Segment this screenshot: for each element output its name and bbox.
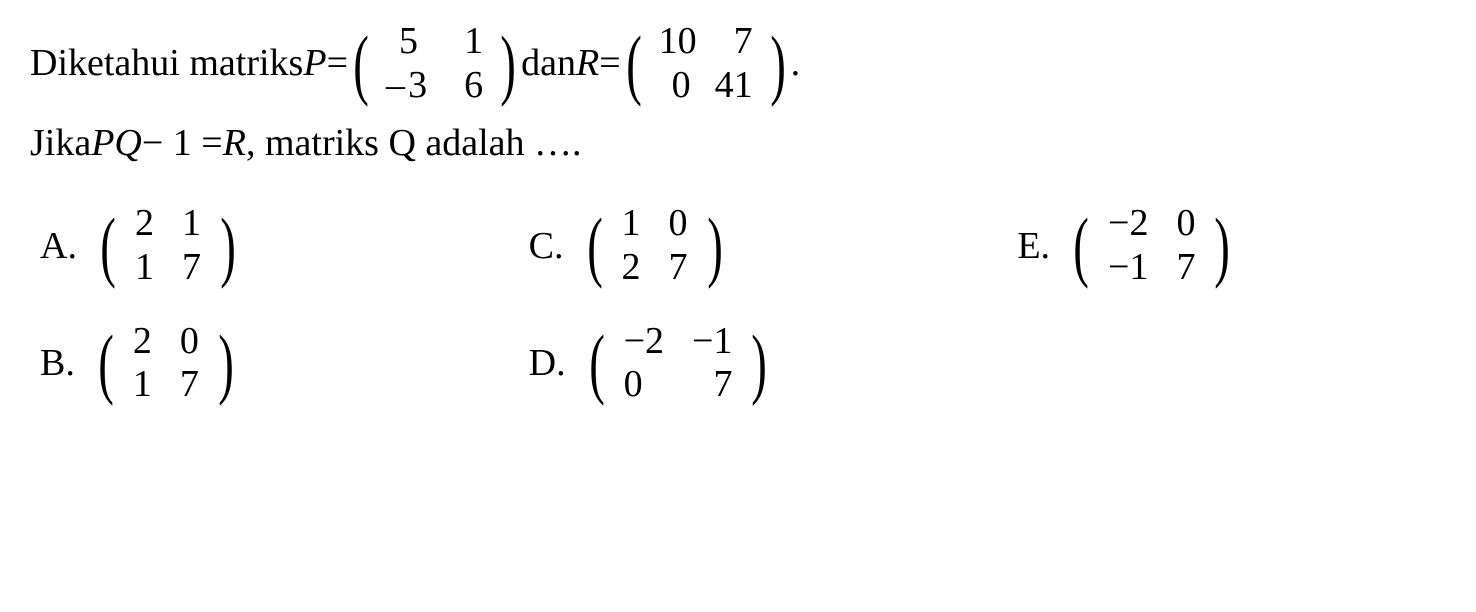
P-r2c2: 6 (439, 64, 495, 108)
P-r1c2: 1 (439, 20, 495, 64)
var-R: R (576, 35, 599, 92)
A-r2c2: 7 (168, 246, 215, 290)
B-r2c2: 7 (166, 363, 213, 407)
R-r1c2: 7 (709, 20, 765, 64)
D-r1c2: −1 (678, 320, 746, 364)
E-r2c2: 7 (1162, 246, 1209, 290)
B-r2c1: 1 (119, 363, 166, 407)
A-r1c1: 2 (121, 202, 168, 246)
option-A-label: A. (40, 218, 77, 275)
matrix-E: ( −2 0 −1 7 ) (1068, 202, 1235, 289)
option-A: A. ( 2 1 1 7 ) (40, 202, 469, 289)
matrix-P: ( 5 1 – 3 6 ) (348, 20, 521, 107)
paren-left-icon: ( (589, 330, 605, 396)
option-B-label: B. (40, 335, 75, 392)
options-grid: A. ( 2 1 1 7 ) C. ( 1 0 (30, 202, 1446, 407)
B-r1c2: 0 (166, 320, 213, 364)
matrix-C: ( 1 0 2 7 ) (582, 202, 728, 289)
paren-left-icon: ( (587, 213, 603, 279)
var-P: P (303, 35, 326, 92)
paren-right-icon: ) (770, 31, 786, 97)
conjunction: dan (521, 35, 576, 92)
paren-right-icon: ) (752, 330, 768, 396)
paren-right-icon: ) (218, 330, 234, 396)
D-r2c2: 7 (699, 363, 746, 407)
paren-left-icon: ( (626, 31, 642, 97)
option-D-label: D. (529, 335, 566, 392)
matrix-B: ( 2 0 1 7 ) (93, 320, 239, 407)
paren-left-icon: ( (98, 330, 114, 396)
paren-left-icon: ( (353, 31, 369, 97)
matrix-A: ( 2 1 1 7 ) (95, 202, 241, 289)
R-r2c2: 41 (703, 64, 765, 108)
option-empty (1017, 320, 1446, 407)
question-line-2: Jika PQ − 1 = R , matriks Q adalah …. (30, 115, 1446, 172)
D-r1c1: −2 (610, 320, 678, 364)
line2-suffix: , matriks Q adalah …. (246, 115, 582, 172)
question-line-1: Diketahui matriks P = ( 5 1 – 3 6 ) dan … (30, 20, 1446, 107)
R-r2c1: 0 (647, 64, 703, 108)
B-r1c1: 2 (119, 320, 166, 364)
E-r1c1: −2 (1094, 202, 1162, 246)
option-C-label: C. (529, 218, 564, 275)
A-r2c1: 1 (121, 246, 168, 290)
expr-R: R (223, 115, 246, 172)
option-B: B. ( 2 0 1 7 ) (40, 320, 469, 407)
equals-2: = (599, 35, 620, 92)
C-r2c2: 7 (655, 246, 702, 290)
C-r1c1: 1 (608, 202, 655, 246)
matrix-R: ( 10 7 0 41 ) (621, 20, 791, 107)
line2-prefix: Jika (30, 115, 91, 172)
P-r2c1: – 3 (374, 64, 439, 108)
matrix-P-body: 5 1 – 3 6 (374, 20, 495, 107)
paren-right-icon: ) (707, 213, 723, 279)
paren-right-icon: ) (500, 31, 516, 97)
paren-left-icon: ( (100, 213, 116, 279)
option-E-label: E. (1017, 218, 1050, 275)
paren-right-icon: ) (220, 213, 236, 279)
A-r1c2: 1 (168, 202, 215, 246)
expr-minus: − 1 = (142, 115, 223, 172)
expr-PQ: PQ (91, 115, 142, 172)
matrix-D: ( −2 −1 0 7 ) (584, 320, 773, 407)
D-r2c1: 0 (610, 363, 657, 407)
question-prefix: Diketahui matriks (30, 35, 303, 92)
C-r1c2: 0 (655, 202, 702, 246)
option-C: C. ( 1 0 2 7 ) (529, 202, 958, 289)
period: . (791, 35, 801, 92)
C-r2c1: 2 (608, 246, 655, 290)
E-r1c2: 0 (1162, 202, 1209, 246)
option-D: D. ( −2 −1 0 7 ) (529, 320, 958, 407)
E-r2c1: −1 (1094, 246, 1162, 290)
P-r1c1: 5 (374, 20, 430, 64)
option-E: E. ( −2 0 −1 7 ) (1017, 202, 1446, 289)
equals-1: = (327, 35, 348, 92)
R-r1c1: 10 (647, 20, 709, 64)
matrix-R-body: 10 7 0 41 (647, 20, 765, 107)
paren-left-icon: ( (1073, 213, 1089, 279)
paren-right-icon: ) (1215, 213, 1231, 279)
